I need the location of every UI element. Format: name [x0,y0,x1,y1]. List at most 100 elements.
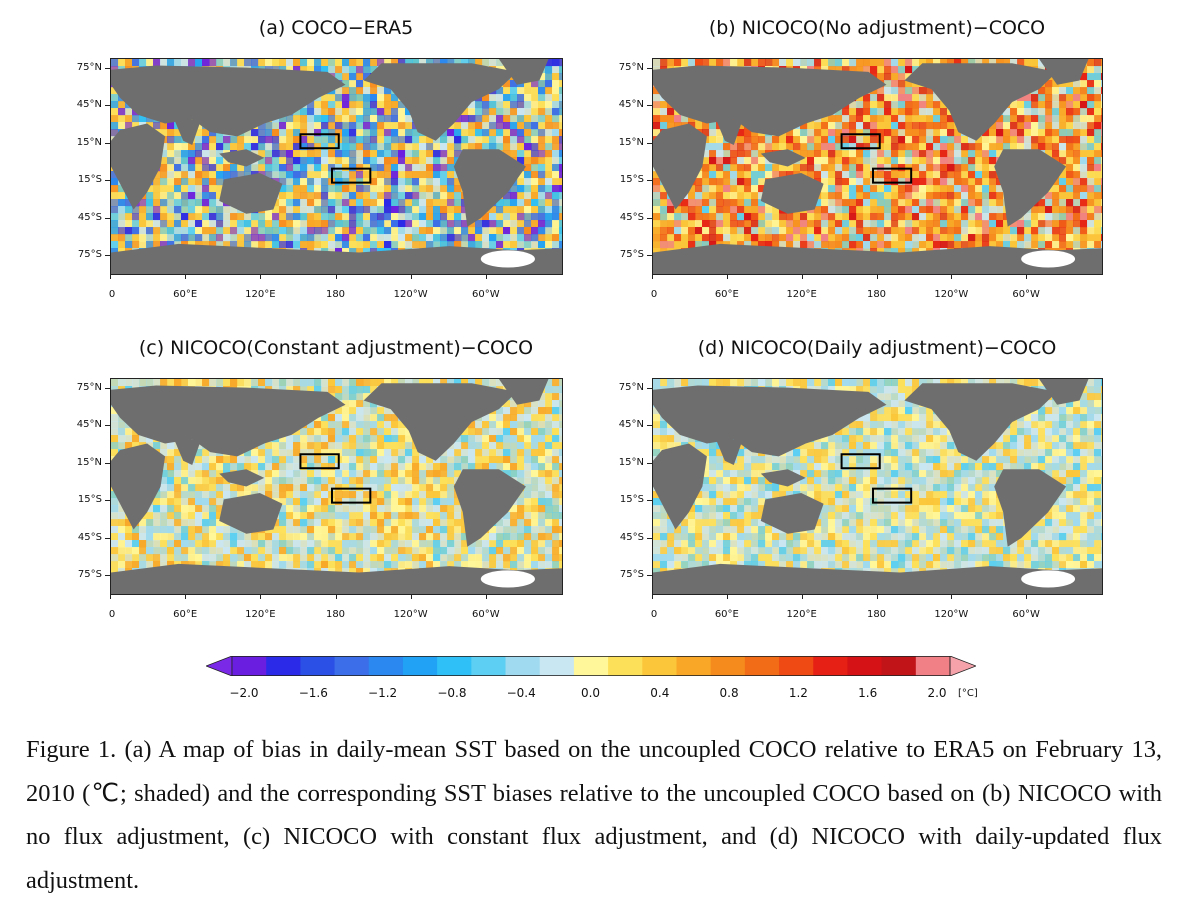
lat-tick-mark [105,425,110,426]
colorbar-tick-label: 1.2 [788,686,808,700]
lat-tick-label: 15°N [76,137,102,148]
colorbar-tick-label: −1.2 [368,686,398,700]
colorbar-segment [744,656,780,676]
lat-tick-mark [647,143,652,144]
lat-tick-label: 45°N [618,419,644,430]
lat-tick-label: 45°N [618,99,644,110]
lat-tick-label: 15°S [77,174,102,185]
panel-b-title: (b) NICOCO(No adjustment)−COCO [708,17,1046,39]
landmass [174,119,202,145]
colorbar-tick-label: −2.0 [229,686,259,700]
lon-tick-label: 120°E [786,289,817,300]
landmass [498,379,549,405]
lat-tick-mark [105,575,110,576]
land-mask [653,59,1102,274]
lat-tick-mark [105,463,110,464]
lon-tick-label: 180 [325,609,346,620]
lon-tick-mark [652,274,653,279]
colorbar-segment [334,656,370,676]
landmass [111,385,346,457]
map-panel-b [652,58,1103,275]
colorbar-segment [608,656,643,676]
landmass [1039,59,1089,85]
south-pacific-region-box [330,167,372,184]
lat-tick-mark [105,255,110,256]
sea-ice [1021,250,1076,268]
south-pacific-region-box [872,487,913,504]
lon-tick-label: 0 [108,609,116,620]
sst-bias-map-b [653,59,1102,274]
lat-tick-mark [647,538,652,539]
colorbar-segment [847,656,883,676]
landmass [453,469,526,547]
landmass [498,59,549,85]
landmass [904,63,1058,141]
lat-tick-label: 15°S [77,494,102,505]
landmass [111,65,346,137]
lon-tick-label: 0 [108,289,116,300]
lon-tick-label: 60°E [714,609,739,620]
landmass [219,469,265,487]
lon-tick-label: 0 [650,289,658,300]
lat-tick-mark [647,425,652,426]
colorbar-segment [676,656,712,676]
lon-tick-mark [260,274,262,279]
landmass [363,383,517,461]
lat-tick-mark [647,463,652,464]
lon-tick-label: 60°E [173,289,198,300]
lon-tick-label: 180 [325,289,346,300]
colorbar-segment [471,656,506,676]
landmass [111,243,562,274]
lon-tick-label: 60°W [1012,609,1040,620]
panel-d-title: (d) NICOCO(Daily adjustment)−COCO [697,337,1057,359]
landmass [653,443,707,530]
lat-tick-label: 15°N [618,457,644,468]
lat-tick-label: 75°N [76,62,102,73]
lon-tick-mark [652,594,653,599]
sea-ice [480,570,535,588]
lon-tick-mark [876,274,878,279]
lat-tick-mark [105,388,110,389]
lat-tick-mark [647,500,652,501]
lon-tick-mark [951,594,953,599]
land-mask [653,379,1102,594]
landmass [453,149,526,227]
landmass [653,123,707,210]
lat-tick-mark [105,68,110,69]
lat-tick-label: 75°N [618,62,644,73]
lat-tick-label: 45°S [77,532,102,543]
lat-tick-label: 75°S [77,569,102,580]
lat-tick-mark [105,500,110,501]
lon-tick-mark [876,594,878,599]
landmass [715,119,743,145]
lat-tick-label: 45°S [77,212,102,223]
landmass [174,439,202,465]
lat-tick-mark [105,180,110,181]
lat-tick-mark [647,575,652,576]
landmass [111,123,166,210]
land-mask [111,59,562,274]
north-pacific-region-box [299,133,340,150]
sst-bias-map-c [111,379,562,594]
landmass [715,439,743,465]
lon-tick-mark [110,274,111,279]
lat-tick-label: 45°S [619,532,644,543]
figure-caption: Figure 1. (a) A map of bias in daily-mea… [26,736,1162,894]
south-pacific-region-box [330,487,372,504]
lon-tick-label: 60°W [472,289,500,300]
lat-tick-mark [647,255,652,256]
lon-tick-mark [335,274,337,279]
lon-tick-mark [185,594,187,599]
lat-tick-label: 75°N [618,382,644,393]
colorbar-segment [881,656,917,676]
colorbar-tick-label: −0.8 [437,686,467,700]
map-panel-c [110,378,563,595]
landmass [760,493,824,534]
lon-tick-mark [410,594,412,599]
lat-tick-mark [647,105,652,106]
lon-tick-label: 120°W [393,289,428,300]
colorbar-segment [779,656,814,676]
lon-tick-mark [485,274,487,279]
lat-tick-label: 15°S [619,494,644,505]
lon-tick-mark [485,594,487,599]
